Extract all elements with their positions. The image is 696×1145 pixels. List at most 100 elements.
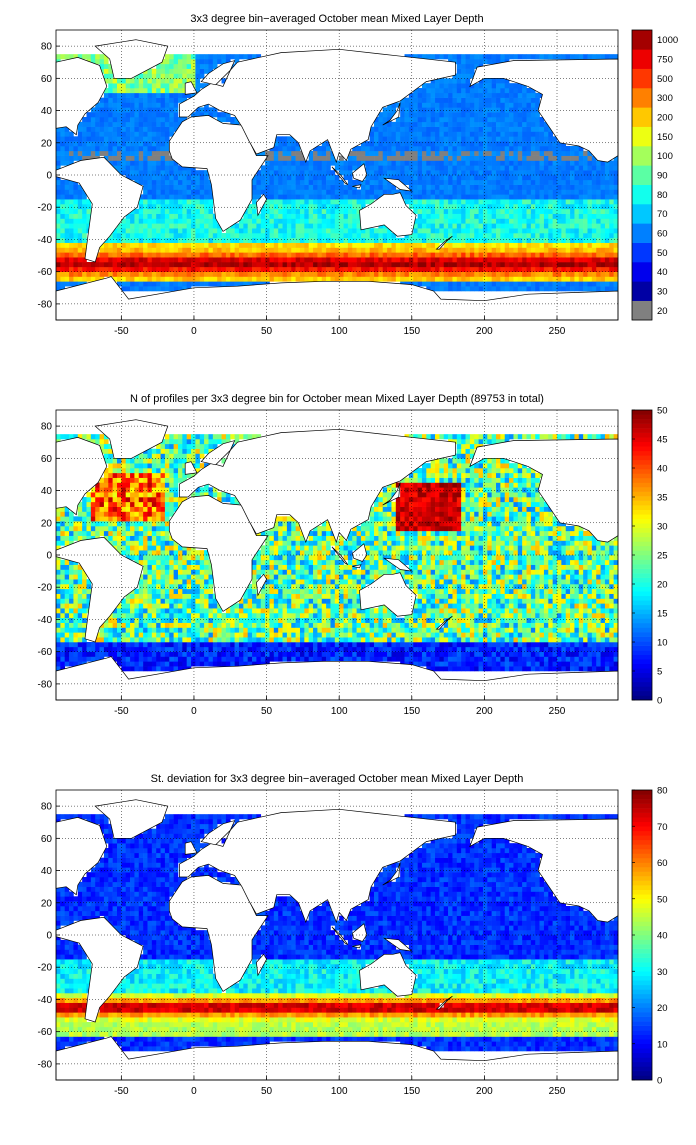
bin-cell: [474, 262, 479, 267]
bin-cell: [513, 243, 518, 248]
bin-cell: [287, 161, 292, 166]
bin-cell: [217, 277, 222, 282]
bin-cell: [130, 502, 135, 507]
bin-cell: [121, 458, 126, 463]
bin-cell: [191, 54, 196, 59]
bin-cell: [518, 228, 523, 233]
bin-cell: [457, 199, 462, 204]
bin-cell: [513, 199, 518, 204]
bin-cell: [161, 93, 166, 98]
bin-cell: [531, 107, 536, 112]
bin-cell: [461, 194, 466, 199]
bin-cell: [134, 78, 139, 83]
bin-cell: [113, 257, 118, 262]
bin-cell: [152, 117, 157, 122]
bin-cell: [100, 59, 105, 64]
bin-cell: [452, 146, 457, 151]
bin-cell: [73, 603, 78, 608]
bin-cell: [413, 185, 418, 190]
bin-cell: [104, 483, 109, 488]
bin-cell: [117, 647, 122, 652]
bin-cell: [143, 272, 148, 277]
bin-cell: [418, 204, 423, 209]
bin-cell: [248, 248, 253, 253]
bin-cell: [248, 233, 253, 238]
bin-cell: [548, 204, 553, 209]
bin-cell: [73, 156, 78, 161]
bin-cell: [413, 98, 418, 103]
bin-cell: [82, 238, 87, 243]
bin-cell: [439, 214, 444, 219]
bin-cell: [287, 277, 292, 282]
bin-cell: [161, 199, 166, 204]
bin-cell: [56, 161, 61, 166]
bin-cell: [435, 146, 440, 151]
bin-cell: [370, 141, 375, 146]
bin-cell: [583, 151, 588, 156]
bin-cell: [496, 267, 501, 272]
bin-cell: [126, 272, 131, 277]
bin-cell: [461, 54, 466, 59]
bin-cell: [261, 238, 266, 243]
bin-cell: [147, 272, 152, 277]
bin-cell: [252, 267, 257, 272]
bin-cell: [108, 623, 113, 628]
bin-cell: [269, 257, 274, 262]
bin-cell: [78, 657, 83, 662]
bin-cell: [522, 204, 527, 209]
bin-cell: [365, 252, 370, 257]
bin-cell: [426, 204, 431, 209]
bin-cell: [418, 277, 423, 282]
bin-cell: [531, 281, 536, 286]
bin-cell: [182, 267, 187, 272]
bin-cell: [461, 127, 466, 132]
bin-cell: [169, 59, 174, 64]
y-tick-label: -80: [38, 299, 53, 310]
bin-cell: [296, 233, 301, 238]
bin-cell: [431, 98, 436, 103]
bin-cell: [588, 286, 593, 291]
bin-cell: [509, 257, 514, 262]
bin-cell: [113, 473, 118, 478]
bin-cell: [561, 257, 566, 262]
bin-cell: [161, 219, 166, 224]
bin-cell: [557, 209, 562, 214]
bin-cell: [126, 117, 131, 122]
bin-cell: [479, 223, 484, 228]
bin-cell: [339, 209, 344, 214]
bin-cell: [143, 146, 148, 151]
bin-cell: [91, 136, 96, 141]
bin-cell: [283, 141, 288, 146]
bin-cell: [540, 122, 545, 127]
bin-cell: [409, 238, 414, 243]
bin-cell: [509, 151, 514, 156]
bin-cell: [361, 277, 366, 282]
bin-cell: [474, 93, 479, 98]
bin-cell: [130, 545, 135, 550]
bin-cell: [348, 175, 353, 180]
bin-cell: [169, 228, 174, 233]
bin-cell: [500, 267, 505, 272]
bin-cell: [557, 277, 562, 282]
bin-cell: [365, 194, 370, 199]
bin-cell: [461, 78, 466, 83]
bin-cell: [457, 219, 462, 224]
bin-cell: [56, 531, 61, 536]
bin-cell: [108, 88, 113, 93]
bin-cell: [200, 204, 205, 209]
bin-cell: [535, 209, 540, 214]
bin-cell: [431, 83, 436, 88]
bin-cell: [100, 507, 105, 512]
bin-cell: [130, 103, 135, 108]
bin-cell: [287, 214, 292, 219]
bin-cell: [492, 132, 497, 137]
bin-cell: [326, 248, 331, 253]
bin-cell: [413, 175, 418, 180]
bin-cell: [139, 594, 144, 599]
bin-cell: [540, 185, 545, 190]
bin-cell: [374, 185, 379, 190]
bin-cell: [470, 190, 475, 195]
bin-cell: [448, 185, 453, 190]
bin-cell: [121, 103, 126, 108]
bin-cell: [126, 497, 131, 502]
